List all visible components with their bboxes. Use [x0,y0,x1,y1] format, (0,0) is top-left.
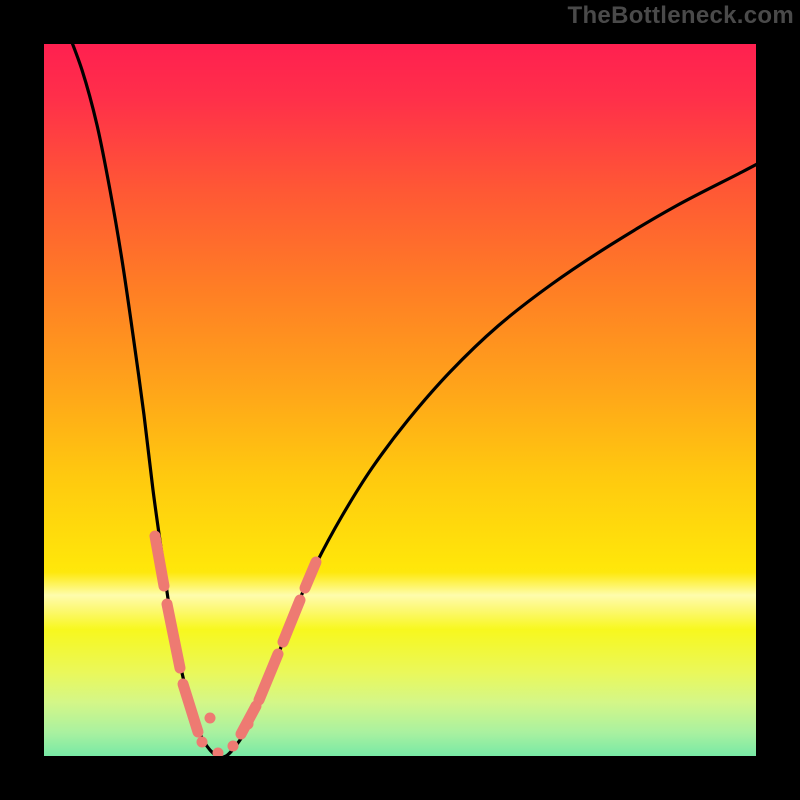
pale-yellow-band [22,572,778,630]
marker-dot [228,741,239,752]
plot-svg [0,0,800,800]
watermark-text: TheBottleneck.com [568,2,794,30]
marker-dot [205,713,216,724]
marker-dot [197,737,208,748]
marker-dot [243,719,254,730]
chart-frame: TheBottleneck.com [0,0,800,800]
gradient-background [22,22,778,778]
